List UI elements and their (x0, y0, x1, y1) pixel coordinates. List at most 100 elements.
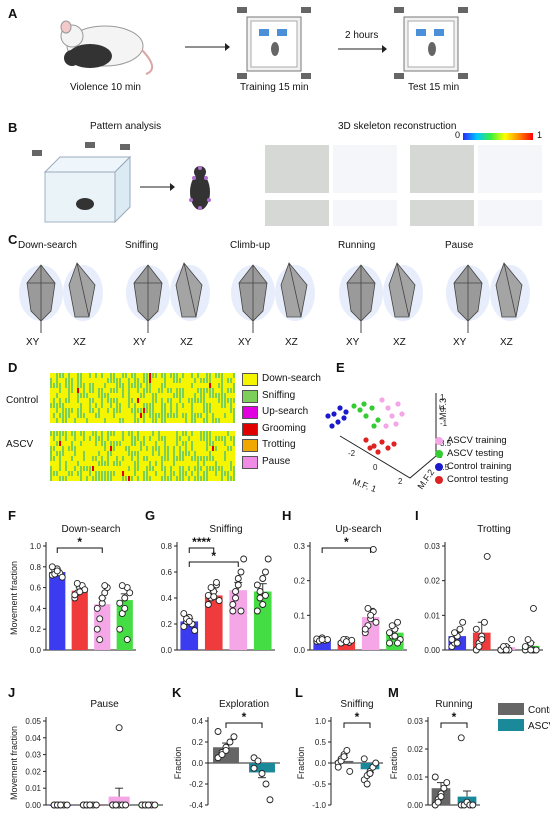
colorbar (463, 133, 533, 140)
raster-segment (179, 476, 181, 481)
data-point (53, 567, 61, 575)
legend-marker (435, 476, 443, 484)
legend-marker (435, 463, 443, 471)
chart-title: Running (435, 699, 472, 710)
raster-segment (95, 373, 97, 378)
data-point (372, 759, 380, 767)
skeleton-photo (410, 200, 474, 226)
data-point (369, 546, 377, 553)
raster-segment (95, 403, 97, 408)
significance-bracket (440, 722, 468, 728)
raster-segment (215, 466, 217, 471)
y-tick-label: 0.8 (161, 542, 173, 551)
raster-segment (230, 476, 232, 481)
legend-label: Up-search (262, 406, 309, 417)
y-tick-label: 0.00 (407, 801, 423, 810)
raster-segment (185, 413, 187, 418)
raster-segment (131, 451, 133, 456)
significance-label: **** (192, 535, 211, 549)
raster-segment (194, 451, 196, 456)
legend-label: Trotting (262, 439, 296, 450)
raster-segment (62, 418, 64, 423)
raster-segment (209, 436, 211, 441)
raster-segment (137, 378, 139, 383)
raster-segment (116, 383, 118, 388)
raster-segment (221, 398, 223, 403)
raster-segment (137, 398, 139, 403)
raster-segment (188, 451, 190, 456)
raster-segment (146, 378, 148, 383)
raster-segment (233, 466, 235, 471)
raster-segment (59, 413, 61, 418)
scatter-point (385, 445, 391, 451)
raster-segment (215, 373, 217, 378)
significance-bracket (188, 547, 215, 553)
raster-segment (68, 471, 70, 476)
raster-segment (176, 456, 178, 461)
data-point (57, 801, 65, 809)
raster-segment (122, 431, 124, 436)
data-point (386, 639, 393, 647)
raster-segment (227, 378, 229, 383)
raster-segment (110, 431, 112, 436)
raster-segment (98, 408, 100, 413)
raster-segment (89, 471, 91, 476)
skeleton-heatmap (333, 145, 397, 193)
data-point (215, 597, 223, 605)
raster-segment (104, 446, 106, 451)
raster-segment (152, 418, 154, 423)
raster-segment (77, 383, 79, 388)
raster-segment (59, 436, 61, 441)
raster-segment (188, 436, 190, 441)
significance-label: * (355, 710, 360, 724)
raster-segment (191, 408, 193, 413)
raster-segment (155, 373, 157, 378)
raster-segment (62, 476, 64, 481)
y-tick-label: 0.00 (424, 646, 440, 655)
raster-segment (227, 471, 229, 476)
raster-segment (92, 466, 94, 471)
raster-segment (83, 436, 85, 441)
raster-segment (206, 471, 208, 476)
data-point (361, 625, 369, 633)
raster-segment (233, 476, 235, 481)
data-point (86, 801, 94, 809)
raster-segment (77, 408, 79, 413)
scatter-point (351, 403, 357, 409)
data-point (360, 755, 368, 763)
raster-segment (134, 378, 136, 383)
raster-segment (212, 456, 214, 461)
raster-segment (161, 388, 163, 393)
data-point (180, 610, 188, 618)
raster-segment (62, 451, 64, 456)
scatter-point (337, 405, 343, 411)
raster-segment (89, 373, 91, 378)
raster-segment (140, 413, 142, 418)
panel-label-j: J (8, 685, 16, 700)
scatter-point (329, 423, 335, 429)
scatter-point (393, 421, 399, 427)
scatter-point (371, 443, 377, 449)
raster-segment (143, 436, 145, 441)
raster-segment (206, 456, 208, 461)
raster-segment (122, 388, 124, 393)
arrow-icon (338, 45, 387, 53)
raster-segment (206, 378, 208, 383)
raster-segment (224, 456, 226, 461)
raster-segment (119, 418, 121, 423)
raster-segment (50, 466, 52, 471)
raster-segment (59, 461, 61, 466)
raster-segment (56, 393, 58, 398)
axis-title-z: M.F.3 (438, 398, 448, 420)
raster-segment (77, 393, 79, 398)
legend-label: ASCV (528, 721, 550, 732)
skeleton-xz (280, 262, 308, 318)
raster-segment (155, 471, 157, 476)
data-point (76, 588, 84, 596)
raster-segment (233, 441, 235, 446)
raster-segment (134, 408, 136, 413)
raster-segment (113, 373, 115, 378)
raster-segment (149, 466, 151, 471)
raster-segment (134, 451, 136, 456)
data-point (481, 618, 488, 626)
